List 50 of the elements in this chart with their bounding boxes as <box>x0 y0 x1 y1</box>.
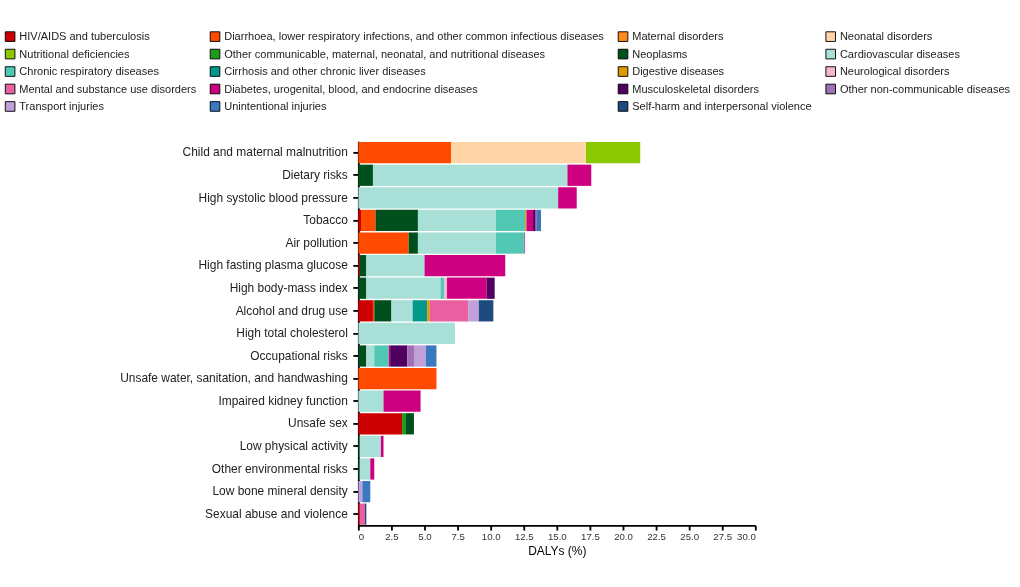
y-tick-label: Alcohol and drug use <box>235 303 349 318</box>
legend-label: Self-harm and interpersonal violence <box>632 100 812 113</box>
legend-label: Musculoskeletal disorders <box>632 82 760 95</box>
y-tick-label: Other environmental risks <box>211 461 348 476</box>
y-tick-label: Child and maternal malnutrition <box>182 145 348 160</box>
legend-label: Neonatal disorders <box>839 30 933 43</box>
legend-label: Unintentional injuries <box>224 100 327 113</box>
y-tick-label: Tobacco <box>303 213 349 228</box>
legend-label: Neoplasms <box>632 47 688 60</box>
x-tick-label: 10.0 <box>481 530 501 542</box>
legend-label: Diabetes, urogenital, blood, and endocrine diseases <box>224 82 479 95</box>
y-tick-label: High systolic blood pressure <box>198 190 349 205</box>
x-tick-label: 12.5 <box>514 530 534 542</box>
x-tick-label: 25.0 <box>680 530 700 542</box>
x-tick-label: 22.5 <box>647 530 666 542</box>
legend-label: Nutritional deficiencies <box>19 47 130 60</box>
x-tick-label: 2.5 <box>385 530 399 542</box>
legend-label: Transport injuries <box>19 100 105 113</box>
legend-label: Maternal disorders <box>632 30 724 43</box>
legend-label: Cirrhosis and other chronic liver diseases <box>224 65 427 78</box>
y-tick-label: Sexual abuse and violence <box>205 506 349 521</box>
y-tick-label: Air pollution <box>285 235 348 250</box>
y-tick-label: Low physical activity <box>239 439 348 454</box>
x-tick-label: 7.5 <box>451 530 465 542</box>
y-tick-label: Occupational risks <box>250 348 348 363</box>
legend-label: HIV/AIDS and tuberculosis <box>19 30 151 43</box>
legend-label: Cardiovascular diseases <box>839 47 961 60</box>
y-tick-label: Unsafe sex <box>288 416 348 431</box>
x-axis-title: DALYs (%) <box>528 543 587 558</box>
legend-label: Neurological disorders <box>839 65 950 78</box>
y-tick-label: High fasting plasma glucose <box>198 258 349 273</box>
y-tick-label: Low bone mineral density <box>212 484 348 499</box>
legend-label: Other communicable, maternal, neonatal, and nutritional diseases <box>224 47 546 60</box>
x-tick-label: 0 <box>358 530 365 542</box>
x-tick-label: 17.5 <box>581 530 600 542</box>
legend-label: Diarrhoea, lower respiratory infections, and other common infectious diseases <box>224 30 605 43</box>
y-tick-label: Impaired kidney function <box>218 393 348 408</box>
y-tick-label: Unsafe water, sanitation, and handwashing <box>120 371 348 386</box>
y-tick-label: Dietary risks <box>282 167 348 182</box>
legend-label: Chronic respiratory diseases <box>19 65 160 78</box>
legend-label: Digestive diseases <box>632 65 725 78</box>
x-tick-label: 5.0 <box>418 530 432 542</box>
x-tick-label: 27.5 <box>713 530 733 542</box>
x-tick-label: 15.0 <box>547 530 567 542</box>
x-tick-label: 20.0 <box>614 530 633 542</box>
y-tick-label: High total cholesterol <box>236 326 348 341</box>
y-tick-label: High body-mass index <box>229 280 348 295</box>
legend-label: Mental and substance use disorders <box>19 82 197 95</box>
legend-label: Other non-communicable diseases <box>839 82 1011 95</box>
x-tick-label: 30.0 <box>737 530 756 542</box>
